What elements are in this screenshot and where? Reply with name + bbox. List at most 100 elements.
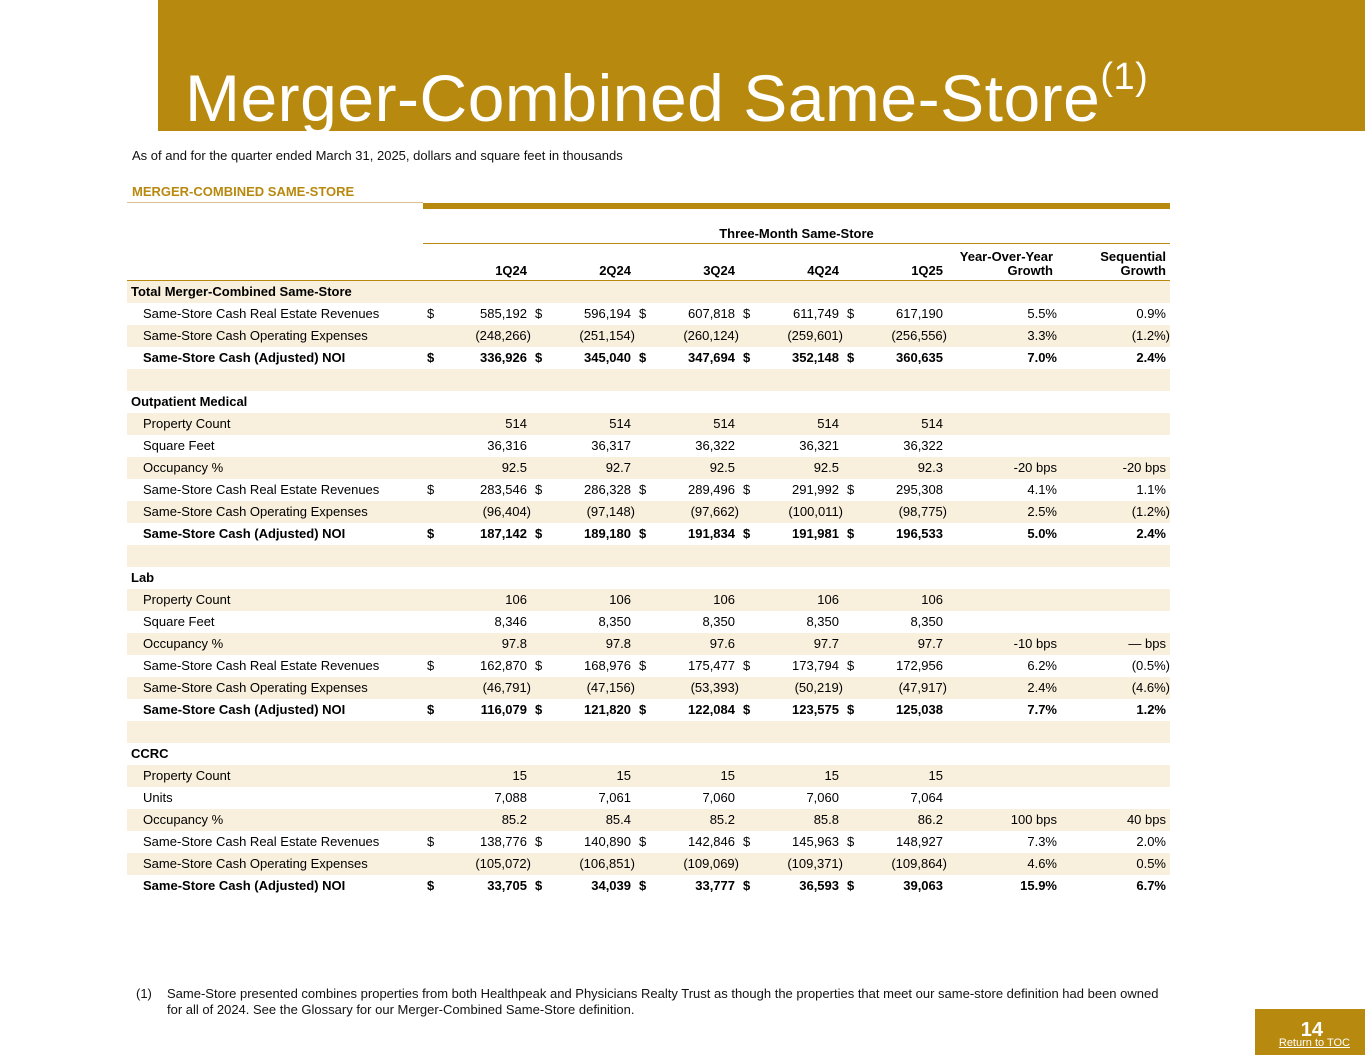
dollar-sign xyxy=(531,809,545,831)
dollar-sign: $ xyxy=(639,834,647,849)
cell-value: 7,064 xyxy=(910,790,943,805)
dollar-sign xyxy=(739,809,753,831)
cell-value: 7,060 xyxy=(806,790,839,805)
cell-value: 148,927 xyxy=(896,834,943,849)
sequential-growth xyxy=(1061,413,1170,435)
table-header-row: 1Q24 2Q24 3Q24 4Q24 1Q25 Year-Over-Year … xyxy=(127,244,1170,281)
cell-value: (53,393) xyxy=(690,680,739,695)
cell-value: 289,496 xyxy=(688,482,735,497)
row-label: Square Feet xyxy=(143,438,215,453)
cell-value: 191,834 xyxy=(688,526,735,541)
cell-value: 36,321 xyxy=(799,438,839,453)
cell-value: (256,556) xyxy=(891,328,947,343)
dollar-sign: $ xyxy=(427,306,435,321)
table-row: Same-Store Cash Operating Expenses (105,0… xyxy=(127,852,1170,875)
cell-value: 360,635 xyxy=(896,350,943,365)
sequential-growth: 2.4% xyxy=(1136,526,1166,541)
dollar-sign xyxy=(843,787,857,809)
dollar-sign xyxy=(531,853,545,875)
row-label: Same-Store Cash (Adjusted) NOI xyxy=(143,702,346,717)
row-label: Same-Store Cash (Adjusted) NOI xyxy=(143,350,346,365)
cell-value: 596,194 xyxy=(584,306,631,321)
cell-value: 162,870 xyxy=(480,658,527,673)
dollar-sign xyxy=(531,765,545,787)
cell-value: 36,316 xyxy=(487,438,527,453)
cell-value: 106 xyxy=(609,592,631,607)
dollar-sign xyxy=(843,435,857,457)
dollar-sign xyxy=(423,765,439,787)
dollar-sign xyxy=(635,809,649,831)
return-to-toc-link[interactable]: Return to TOC xyxy=(1278,1037,1350,1049)
dollar-sign: $ xyxy=(639,878,647,893)
section-header-row: Outpatient Medical xyxy=(127,391,1170,413)
dollar-sign xyxy=(843,611,857,633)
dollar-sign xyxy=(739,611,753,633)
dollar-sign: $ xyxy=(535,834,543,849)
cell-value: 33,777 xyxy=(695,878,735,893)
table-row: Property Count 15 15 15 15 15 xyxy=(127,764,1170,787)
row-label: Same-Store Cash Operating Expenses xyxy=(143,680,368,695)
dollar-sign: $ xyxy=(639,702,647,717)
cell-value: 36,322 xyxy=(903,438,943,453)
table-row: Same-Store Cash (Adjusted) NOI $336,926 $3… xyxy=(127,347,1170,369)
dollar-sign: $ xyxy=(847,526,855,541)
cell-value: 191,981 xyxy=(792,526,839,541)
table-row: Same-Store Cash Operating Expenses (46,79… xyxy=(127,676,1170,699)
row-label: Same-Store Cash Operating Expenses xyxy=(143,328,368,343)
dollar-sign xyxy=(739,501,753,523)
section-title: Total Merger-Combined Same-Store xyxy=(131,284,352,300)
cell-value: 106 xyxy=(921,592,943,607)
yoy-growth: -10 bps xyxy=(1013,636,1057,651)
dollar-sign: $ xyxy=(427,834,435,849)
row-label: Occupancy % xyxy=(143,636,224,651)
cell-value: 92.5 xyxy=(501,460,527,475)
row-label: Same-Store Cash Operating Expenses xyxy=(143,856,368,871)
table-row: Same-Store Cash Real Estate Revenues $585… xyxy=(127,303,1170,325)
cell-value: 336,926 xyxy=(480,350,527,365)
cell-value: 97.7 xyxy=(813,636,839,651)
dollar-sign: $ xyxy=(639,482,647,497)
column-header: Sequential Growth xyxy=(1061,244,1170,281)
spacer-row xyxy=(127,544,1170,567)
cell-value: 15 xyxy=(720,768,735,783)
sequential-growth: -20 bps xyxy=(1122,460,1166,475)
dollar-sign xyxy=(843,677,857,699)
dollar-sign xyxy=(843,501,857,523)
footnote: (1) Same-Store presented combines proper… xyxy=(136,986,1176,1018)
cell-value: 92.7 xyxy=(605,460,631,475)
cell-value: 97.7 xyxy=(917,636,943,651)
cell-value: 175,477 xyxy=(688,658,735,673)
dollar-sign xyxy=(531,435,545,457)
row-label: Property Count xyxy=(143,592,231,607)
spacer-row xyxy=(127,720,1170,743)
table-row: Same-Store Cash (Adjusted) NOI $187,142 $1… xyxy=(127,523,1170,545)
yoy-growth: 7.0% xyxy=(1027,350,1057,365)
dollar-sign: $ xyxy=(427,658,435,673)
cell-value: 7,088 xyxy=(494,790,527,805)
table-row: Same-Store Cash Real Estate Revenues $138… xyxy=(127,831,1170,853)
cell-value: (97,662) xyxy=(690,504,739,519)
dollar-sign: $ xyxy=(743,658,751,673)
row-label: Occupancy % xyxy=(143,460,224,475)
section-title: Outpatient Medical xyxy=(131,394,248,409)
cell-value: 125,038 xyxy=(896,702,943,717)
yoy-growth: -20 bps xyxy=(1013,460,1057,475)
cell-value: 97.6 xyxy=(709,636,735,651)
table-row: Property Count 106 106 106 106 106 xyxy=(127,588,1170,611)
cell-value: 86.2 xyxy=(917,812,943,827)
cell-value: 36,322 xyxy=(695,438,735,453)
title-footnote-marker: (1) xyxy=(1100,56,1149,98)
yoy-growth xyxy=(947,435,1061,457)
table-row: Occupancy % 92.5 92.7 92.5 92.5 92.3 -20 bps -2… xyxy=(127,456,1170,479)
column-header: 1Q25 xyxy=(857,244,947,281)
dollar-sign xyxy=(423,501,439,523)
yoy-growth xyxy=(947,787,1061,809)
dollar-sign xyxy=(635,611,649,633)
dollar-sign xyxy=(843,765,857,787)
cell-value: (47,156) xyxy=(586,680,635,695)
dollar-sign xyxy=(635,677,649,699)
cell-value: (97,148) xyxy=(586,504,635,519)
sequential-growth: 6.7% xyxy=(1136,878,1166,893)
column-header: 1Q24 xyxy=(439,244,531,281)
table-row: Same-Store Cash (Adjusted) NOI $33,705 $34… xyxy=(127,875,1170,897)
